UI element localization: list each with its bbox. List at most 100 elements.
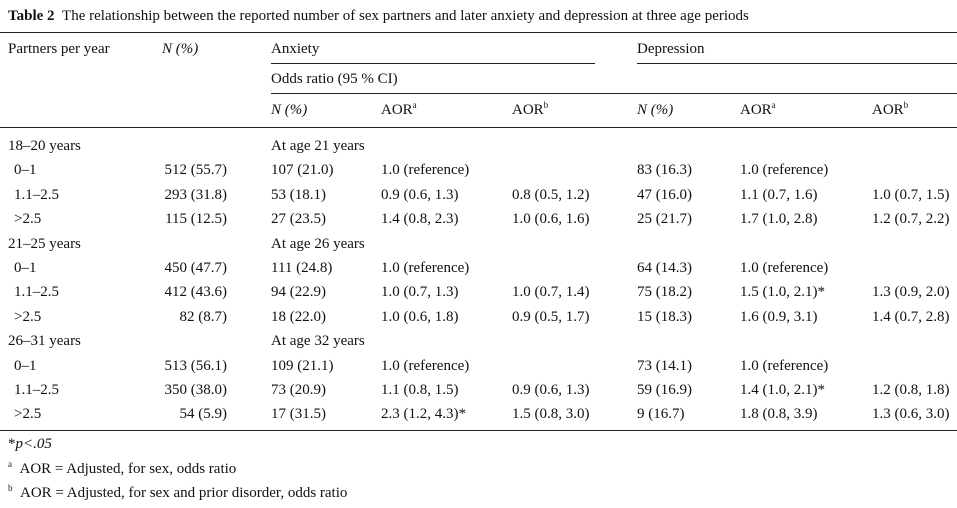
cell-depression-n: 75 (18.2) [637,284,692,301]
footnote-b-mark: b [8,483,13,493]
aor-label: AOR [381,102,413,118]
header-bottom-rule [0,127,957,128]
cell-depression-n: 83 (16.3) [637,162,692,179]
cell-depression-aor-a: 1.0 (reference) [740,260,829,276]
cell-depression-aor-a: 1.4 (1.0, 2.1)* [740,382,825,398]
cell-anxiety-n: 53 (18.1) [271,186,326,203]
cell-anxiety-n: 17 (31.5) [271,406,326,423]
cell-anxiety-n: 109 (21.1) [271,357,334,374]
depression-rule [637,63,957,64]
cell-n-pct: 115 (12.5) [165,211,227,228]
cell-anxiety-aor-a: 2.3 (1.2, 4.3)* [381,406,466,423]
aor-a-sup: a [412,100,417,110]
aor-label: AOR [512,102,544,118]
aor-label: AOR [740,102,772,118]
cell-anxiety-aor-b: 1.0 (0.6, 1.6) [512,211,590,228]
cell-depression-n: 59 (16.9) [637,382,692,398]
cell-depression-aor-a: 1.6 (0.9, 3.1) [740,308,818,325]
footnote-a: a AOR = Adjusted, for sex, odds ratio [8,459,237,478]
cell-n-pct: 350 (38.0) [164,382,228,398]
cell-depression-aor-a: 1.1 (0.7, 1.6) [740,186,818,203]
table-caption: Table 2 The relationship between the rep… [8,8,749,25]
cell-depression-n: 9 (16.7) [637,406,685,423]
cell-partners: >2.5 [14,406,42,423]
header-odds-ratio: Odds ratio (95 % CI) [271,71,398,87]
cell-depression-n: 15 (18.3) [637,308,692,325]
group-age: At age 32 years [271,333,365,350]
group-period: 18–20 years [8,138,81,154]
footnote-b-text: AOR = Adjusted, for sex and prior disord… [20,485,348,501]
cell-partners: 0–1 [14,357,37,374]
cell-depression-aor-b: 1.2 (0.8, 1.8) [872,382,950,398]
cell-depression-aor-b: 1.0 (0.7, 1.5) [872,186,950,203]
cell-partners: 0–1 [14,260,37,276]
bottom-rule [0,430,957,431]
cell-depression-aor-b: 1.3 (0.6, 3.0) [872,406,950,423]
cell-anxiety-aor-a: 1.4 (0.8, 2.3) [381,211,459,228]
cell-depression-aor-a: 1.8 (0.8, 3.9) [740,406,818,423]
cell-anxiety-n: 27 (23.5) [271,211,326,228]
cell-anxiety-aor-b: 0.9 (0.6, 1.3) [512,382,590,398]
cell-partners: >2.5 [14,308,42,325]
header-depression: Depression [637,41,705,57]
cell-partners: 1.1–2.5 [14,284,59,301]
group-age: At age 21 years [271,138,365,154]
cell-anxiety-aor-a: 1.0 (reference) [381,162,470,179]
cell-depression-aor-a: 1.0 (reference) [740,357,829,374]
header-anxiety-aor-b: AORb [512,101,548,119]
cell-anxiety-aor-b: 0.8 (0.5, 1.2) [512,186,590,203]
group-age: At age 26 years [271,235,365,252]
cell-depression-aor-a: 1.5 (1.0, 2.1)* [740,284,825,301]
cell-partners: 1.1–2.5 [14,186,59,203]
cell-partners: >2.5 [14,211,42,228]
cell-anxiety-aor-a: 1.0 (0.6, 1.8) [381,308,459,325]
table-number: Table 2 [8,8,55,24]
cell-anxiety-n: 94 (22.9) [271,284,326,301]
cell-n-pct: 513 (56.1) [164,357,228,374]
cell-depression-n: 47 (16.0) [637,186,692,203]
cell-anxiety-aor-a: 1.0 (reference) [381,357,470,374]
cell-depression-aor-a: 1.7 (1.0, 2.8) [740,211,818,228]
cell-anxiety-n: 111 (24.8) [271,260,333,276]
cell-depression-n: 73 (14.1) [637,357,692,374]
aor-b-sup: b [543,100,549,110]
cell-anxiety-aor-a: 1.0 (0.7, 1.3) [381,284,459,301]
group-period: 21–25 years [8,235,81,252]
sig-text: p<.05 [15,436,52,452]
cell-anxiety-aor-a: 0.9 (0.6, 1.3) [381,186,459,203]
cell-depression-aor-b: 1.3 (0.9, 2.0) [872,284,950,301]
footnote-a-mark: a [8,459,12,469]
top-rule [0,32,957,33]
anxiety-rule [271,63,595,64]
cell-n-pct: 512 (55.7) [164,162,228,179]
cell-partners: 1.1–2.5 [14,382,59,398]
cell-partners: 0–1 [14,162,37,179]
header-anxiety: Anxiety [271,41,320,57]
header-depression-aor-b: AORb [872,101,908,119]
cell-anxiety-aor-b: 1.0 (0.7, 1.4) [512,284,590,301]
footnote-a-text: AOR = Adjusted, for sex, odds ratio [19,461,237,477]
cell-depression-aor-b: 1.2 (0.7, 2.2) [872,211,950,228]
footnote-significance: *p<.05 [8,436,52,453]
cell-n-pct: 412 (43.6) [164,284,228,301]
cell-depression-aor-a: 1.0 (reference) [740,162,829,179]
aor-b-sup: b [903,100,909,110]
sig-mark: * [8,436,16,452]
aor-a-sup: a [771,100,776,110]
cell-anxiety-aor-b: 1.5 (0.8, 3.0) [512,406,590,423]
aor-label: AOR [872,102,904,118]
odds-ratio-rule [271,93,957,94]
cell-anxiety-n: 107 (21.0) [271,162,334,179]
group-period: 26–31 years [8,333,81,350]
cell-anxiety-n: 73 (20.9) [271,382,326,398]
cell-depression-n: 64 (14.3) [637,260,692,276]
header-anxiety-n: N (%) [271,102,308,118]
header-depression-n: N (%) [637,102,674,118]
cell-n-pct: 293 (31.8) [164,186,228,203]
cell-depression-aor-b: 1.4 (0.7, 2.8) [872,308,950,325]
cell-anxiety-aor-a: 1.0 (reference) [381,260,470,276]
cell-n-pct: 82 (8.7) [179,308,228,325]
header-depression-aor-a: AORa [740,101,776,119]
cell-depression-n: 25 (21.7) [637,211,692,228]
cell-n-pct: 54 (5.9) [179,406,228,423]
